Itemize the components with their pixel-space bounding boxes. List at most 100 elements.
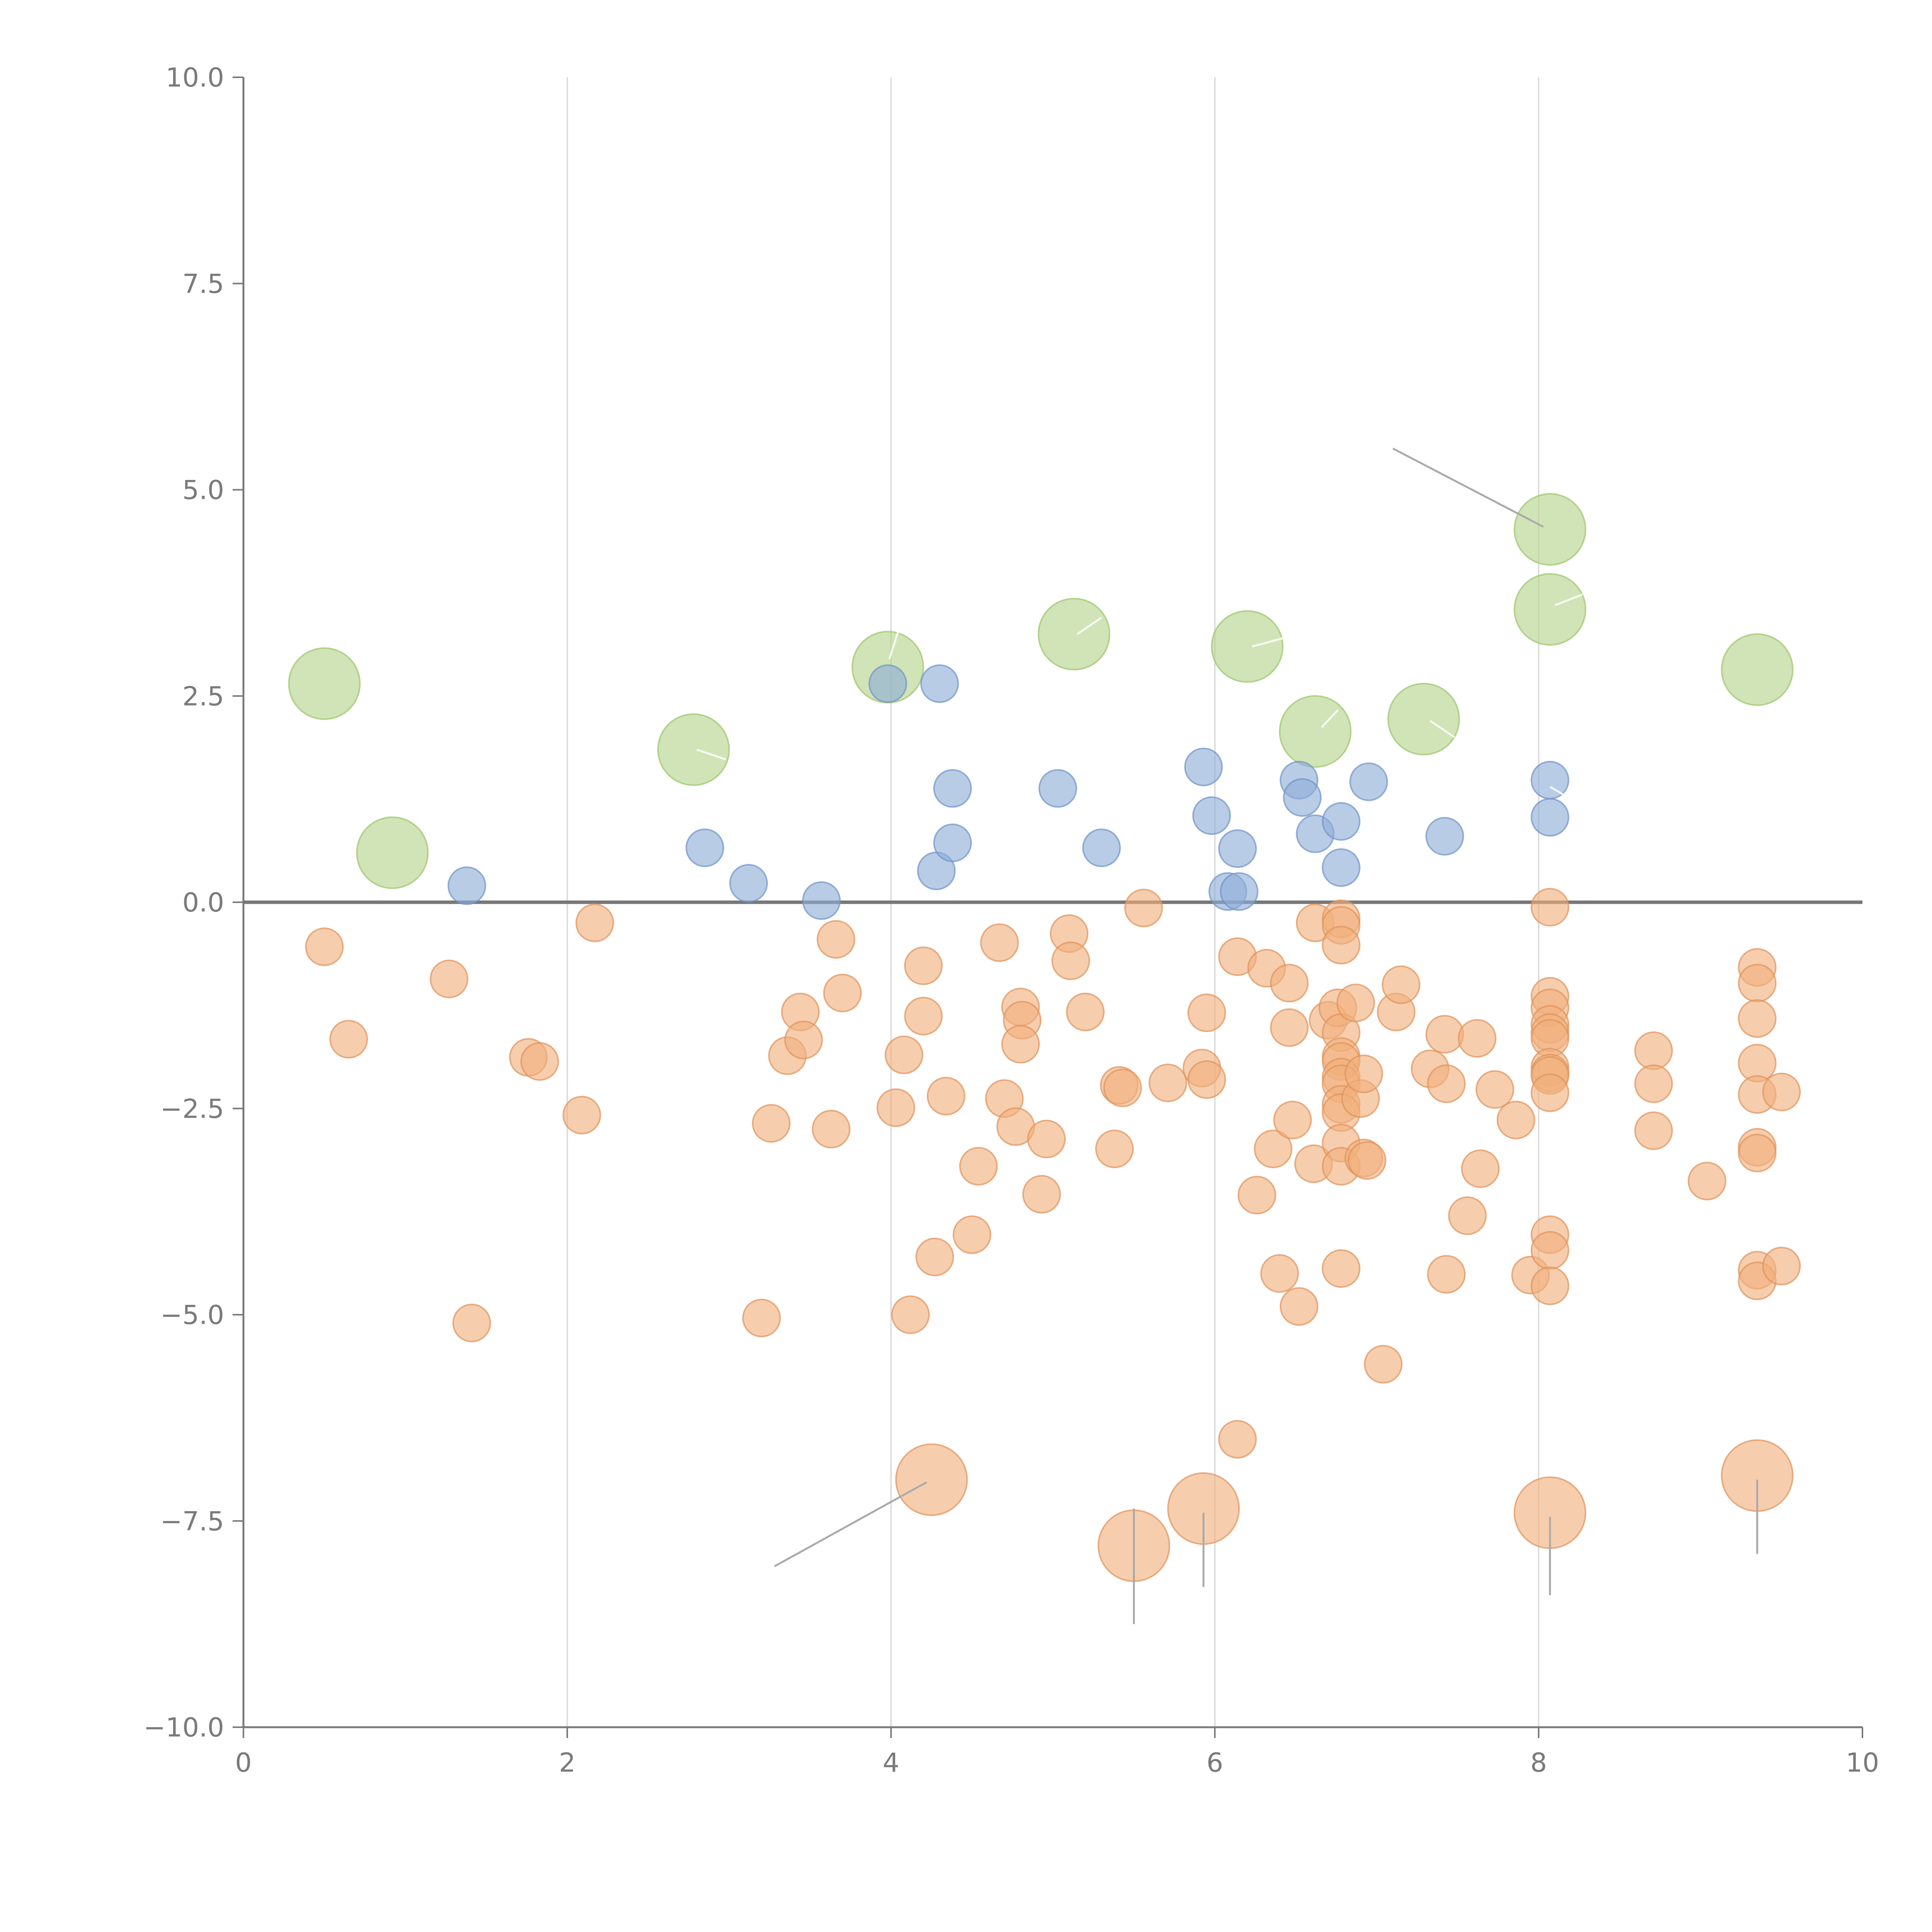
y-tick-label: 2.5 — [182, 681, 224, 712]
data-point — [904, 997, 943, 1036]
data-point — [1218, 1420, 1257, 1459]
data-point — [1082, 828, 1121, 867]
data-point — [927, 1077, 966, 1116]
data-point — [447, 866, 486, 905]
data-point — [1051, 941, 1090, 980]
series-orange — [305, 888, 1801, 1459]
data-point — [1461, 1149, 1500, 1188]
y-tick-label: −5.0 — [160, 1300, 224, 1331]
data-point — [430, 959, 469, 998]
annotation-line — [1429, 720, 1455, 738]
data-point — [1634, 1031, 1673, 1070]
data-point — [1253, 1129, 1293, 1168]
data-point — [1148, 1063, 1187, 1102]
data-point — [959, 1147, 998, 1186]
data-point — [1218, 829, 1257, 868]
data-point — [1738, 999, 1777, 1038]
series-green — [288, 493, 1794, 889]
data-point — [895, 1443, 968, 1516]
data-point — [1738, 964, 1777, 1003]
data-point — [1184, 747, 1223, 786]
annotation-line — [1077, 617, 1102, 635]
data-point — [356, 816, 429, 889]
x-tick-label: 0 — [235, 1748, 252, 1778]
data-point — [1022, 1175, 1061, 1214]
data-point — [1762, 1073, 1801, 1112]
data-point — [915, 1238, 954, 1277]
series-orange-large — [895, 1439, 1794, 1582]
data-point — [1237, 1175, 1276, 1214]
annotation-line — [888, 613, 905, 659]
x-tick-label: 2 — [559, 1748, 575, 1778]
data-point — [1124, 888, 1163, 927]
data-point — [685, 828, 724, 867]
annotation-line — [1392, 447, 1544, 528]
data-point — [1634, 1064, 1673, 1103]
annotation-line — [1549, 786, 1572, 800]
data-point — [1279, 1287, 1318, 1326]
data-point — [329, 1020, 368, 1059]
data-point — [1260, 1254, 1299, 1293]
series-blue — [447, 664, 1570, 920]
annotation-line — [1252, 637, 1283, 648]
data-point — [1321, 848, 1361, 887]
data-point — [1427, 1064, 1466, 1103]
data-point — [1344, 1054, 1383, 1094]
data-point — [1531, 798, 1570, 837]
data-point — [742, 1299, 781, 1338]
y-tick-label: −7.5 — [160, 1506, 224, 1537]
y-tick-label: 0.0 — [182, 888, 224, 918]
data-point — [729, 864, 768, 903]
data-point — [1321, 926, 1361, 965]
data-point — [1219, 872, 1259, 911]
data-point — [520, 1042, 559, 1081]
data-point — [1381, 965, 1420, 1004]
data-point — [1187, 1060, 1226, 1099]
data-point — [1531, 1073, 1570, 1112]
data-point — [1066, 992, 1105, 1031]
data-point — [933, 769, 972, 808]
data-point — [1283, 778, 1322, 817]
data-point — [1349, 762, 1388, 801]
data-point — [1738, 1134, 1777, 1173]
data-point — [1531, 888, 1570, 927]
data-point — [868, 664, 907, 703]
data-point — [575, 903, 614, 942]
data-point — [1514, 573, 1587, 646]
data-point — [562, 1095, 601, 1134]
data-point — [1531, 761, 1570, 800]
data-point — [1531, 1266, 1570, 1305]
x-tick-label: 6 — [1206, 1748, 1223, 1778]
data-point — [1279, 695, 1352, 768]
data-point — [1095, 1129, 1134, 1168]
data-point — [904, 946, 943, 985]
data-point — [884, 1035, 923, 1074]
data-point — [1103, 1068, 1142, 1107]
data-point — [1321, 802, 1361, 841]
x-tick-label: 4 — [883, 1748, 899, 1778]
data-point — [784, 1020, 823, 1060]
data-point — [1531, 1231, 1570, 1270]
data-point — [811, 1110, 850, 1149]
y-tick-label: 10.0 — [166, 63, 224, 93]
data-point — [1038, 769, 1077, 808]
data-point — [891, 1295, 930, 1334]
data-point — [288, 647, 361, 720]
data-point — [1037, 598, 1111, 671]
data-point — [752, 1104, 791, 1143]
data-point — [980, 923, 1019, 962]
data-point — [1475, 1070, 1514, 1109]
data-point — [1425, 1015, 1464, 1054]
data-point — [1027, 1119, 1066, 1158]
annotation-line — [1554, 594, 1583, 606]
data-point — [876, 1088, 915, 1127]
data-point — [1721, 633, 1794, 706]
data-point — [1687, 1162, 1726, 1201]
point-layer — [288, 493, 1801, 1582]
data-point — [952, 1215, 992, 1254]
data-point — [933, 823, 972, 862]
x-tick-label: 10 — [1846, 1748, 1879, 1778]
data-point — [802, 881, 841, 920]
data-point — [1634, 1111, 1673, 1150]
